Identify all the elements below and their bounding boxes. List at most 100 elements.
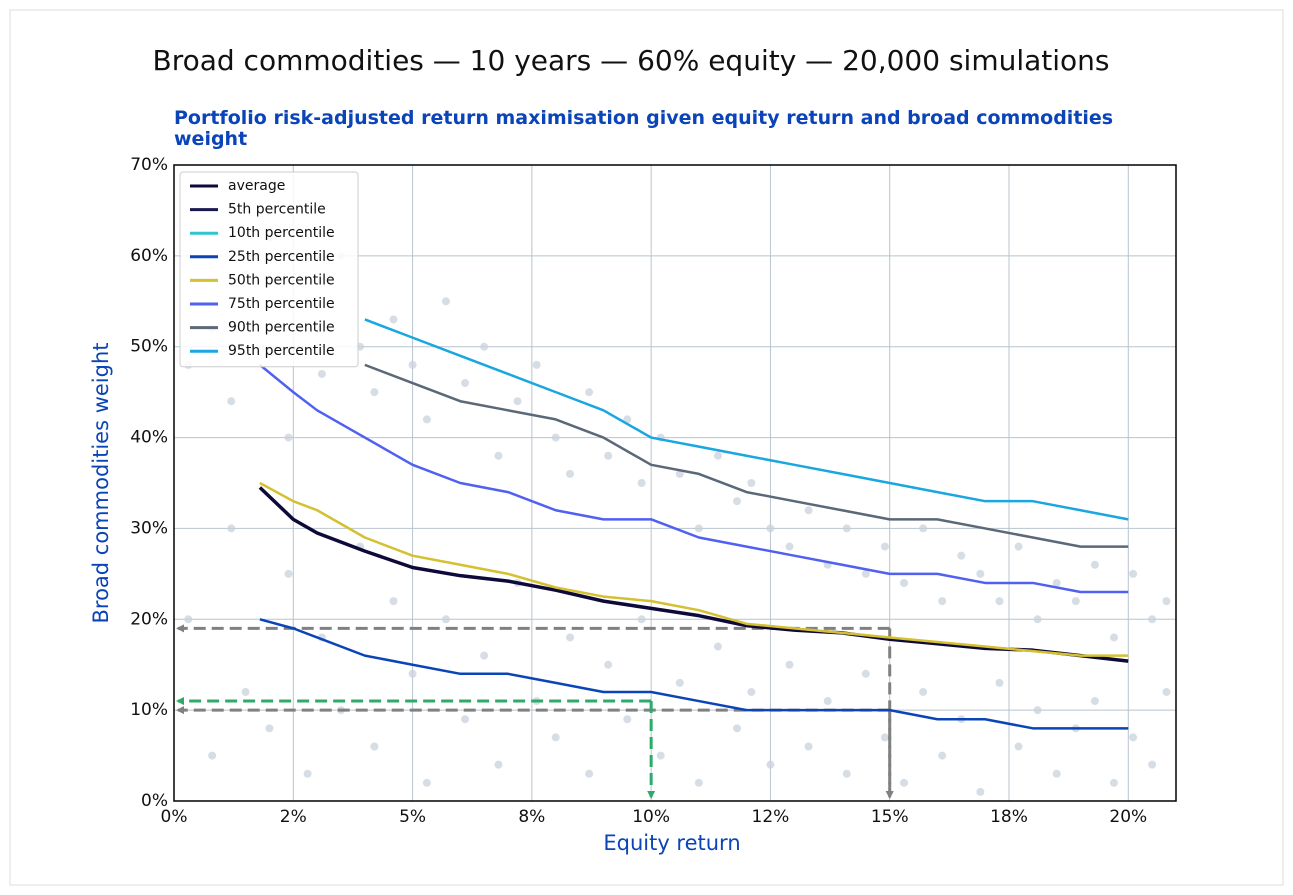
x-tick-label: 12% <box>752 807 790 827</box>
scatter-point <box>861 669 870 678</box>
scatter-point <box>694 524 703 533</box>
scatter-point <box>585 388 594 397</box>
y-tick-label: 70% <box>130 155 168 175</box>
scatter-point <box>823 697 832 706</box>
scatter-point <box>480 651 489 660</box>
scatter-point <box>408 669 417 678</box>
scatter-point <box>265 724 274 733</box>
scatter-point <box>317 369 326 378</box>
scatter-point <box>766 760 775 769</box>
scatter-point <box>713 642 722 651</box>
legend-box <box>179 171 359 368</box>
scatter-point <box>900 778 909 787</box>
scatter-point <box>637 479 646 487</box>
scatter-point <box>184 615 193 624</box>
scatter-point <box>1052 769 1061 778</box>
scatter-point <box>1148 615 1157 624</box>
series-line <box>258 486 1129 663</box>
scatter-point <box>675 678 684 687</box>
scatter-point <box>1090 560 1099 569</box>
scatter-point <box>733 497 742 506</box>
x-tick-label: 15% <box>871 807 909 827</box>
x-tick-label: 8% <box>518 807 545 827</box>
scatter-point <box>551 433 560 442</box>
scatter-point <box>227 397 236 406</box>
x-tick-label: 20% <box>1109 807 1147 827</box>
series-line <box>259 481 1129 657</box>
scatter-point <box>747 479 756 487</box>
legend-label: 10th percentile <box>228 225 335 241</box>
scatter-point <box>919 524 928 533</box>
scatter-point <box>766 524 775 533</box>
scatter-point <box>513 397 522 406</box>
scatter-point <box>241 687 250 696</box>
scatter-point <box>422 778 431 787</box>
scatter-point <box>1148 760 1157 769</box>
scatter-point <box>637 615 646 624</box>
scatter-point <box>408 360 417 369</box>
scatter-point <box>227 524 236 533</box>
scatter-point <box>900 578 909 587</box>
scatter-point <box>995 678 1004 687</box>
x-tick-label: 18% <box>990 807 1028 827</box>
suptitle: Broad commodities — 10 years — 60% equit… <box>152 44 1109 77</box>
scatter-point <box>461 715 470 724</box>
scatter-point <box>656 751 665 760</box>
scatter-point <box>880 733 889 742</box>
title-box: Portfolio risk-adjusted return maximisat… <box>174 108 1114 150</box>
y-tick-label: 10% <box>130 700 168 720</box>
scatter-point <box>1090 697 1099 706</box>
chart-title: Portfolio risk-adjusted return maximisat… <box>174 108 1114 150</box>
x-tick-label: 10% <box>632 807 670 827</box>
series-line <box>259 618 1129 730</box>
scatter-point <box>566 469 575 478</box>
scatter-point <box>494 451 503 460</box>
scatter-point <box>480 342 489 351</box>
figure-frame <box>9 9 1284 886</box>
scatter-point <box>804 506 813 515</box>
legend-label: 25th percentile <box>228 249 335 265</box>
scatter-point <box>623 715 632 724</box>
scatter-point <box>713 451 722 460</box>
legend-label: 5th percentile <box>228 202 326 218</box>
scatter-point <box>747 687 756 696</box>
scatter-point <box>1014 542 1023 551</box>
scatter-point <box>938 751 947 760</box>
scatter-point <box>861 569 870 578</box>
scatter-point <box>694 778 703 787</box>
scatter-point <box>880 542 889 551</box>
legend-label: 50th percentile <box>228 272 335 288</box>
scatter-point <box>604 660 613 669</box>
y-tick-label: 60% <box>130 246 168 266</box>
scatter-point <box>1071 597 1080 606</box>
scatter-point <box>441 615 450 624</box>
scatter-point <box>1052 578 1061 587</box>
plot-frame <box>173 164 1177 802</box>
scatter-point <box>1129 733 1138 742</box>
scatter-point <box>842 524 851 533</box>
scatter-point <box>422 415 431 424</box>
scatter-point <box>976 787 985 796</box>
y-axis-label: Broad commodities weight <box>89 342 113 623</box>
scatter-point <box>785 542 794 551</box>
scatter-point <box>1162 687 1171 696</box>
scatter-point <box>1014 742 1023 751</box>
scatter-point <box>1033 615 1042 624</box>
scatter-point <box>284 569 293 578</box>
scatter-point <box>494 760 503 769</box>
legend-label: 90th percentile <box>228 320 335 336</box>
scatter-point <box>389 315 398 324</box>
scatter-point <box>938 597 947 606</box>
scatter-point <box>585 769 594 778</box>
scatter-point <box>976 569 985 578</box>
series-line <box>259 363 1129 594</box>
legend-label: 95th percentile <box>228 343 335 359</box>
scatter-point <box>1109 778 1118 787</box>
x-tick-label: 5% <box>399 807 426 827</box>
scatter-point <box>1162 597 1171 606</box>
scatter-point <box>785 660 794 669</box>
scatter-point <box>842 769 851 778</box>
scatter-point <box>461 379 470 388</box>
scatter-point <box>389 597 398 606</box>
